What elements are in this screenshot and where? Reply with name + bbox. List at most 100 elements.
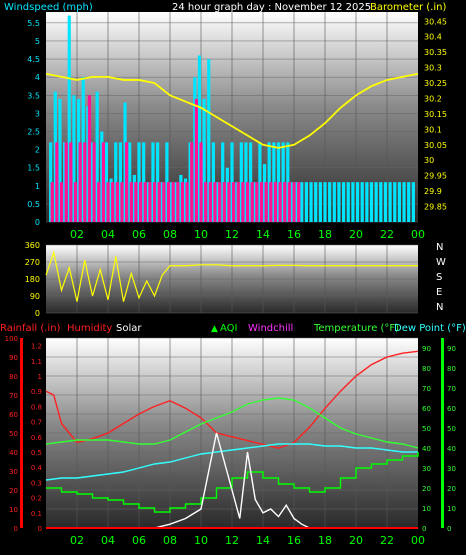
gust-bar — [297, 182, 301, 222]
gust-bar — [83, 142, 87, 222]
humidity-y-tick-label: 100 — [5, 335, 18, 343]
dewpoint-label: Dew Point (°F) — [394, 323, 466, 334]
wind-y-tick-label: 4 — [35, 73, 40, 82]
wind-y-tick-label: 4.5 — [27, 55, 40, 64]
gust-bar — [92, 142, 96, 222]
baro-y-tick-label: 30.4 — [424, 33, 442, 42]
gust-bar — [269, 182, 273, 222]
rain-y-tick-label: 0.7 — [31, 419, 42, 427]
rain-y-tick-label: 1 — [38, 373, 42, 381]
gust-bar — [204, 182, 208, 222]
dew-y-tick-label: 50 — [447, 425, 456, 433]
gust-bar — [166, 182, 171, 222]
windchill-label: Windchill — [248, 323, 293, 334]
windspeed-bar — [67, 15, 71, 222]
gust-bar — [190, 142, 194, 222]
solar-label: Solar — [116, 323, 142, 334]
dir-y-tick-label: 180 — [25, 275, 40, 284]
wind-direction-line — [45, 250, 418, 302]
gust-bar — [213, 182, 217, 222]
rain-y-tick-label: 0.9 — [31, 388, 42, 396]
windspeed-bar — [393, 182, 397, 222]
climate-x-tick-label: 06 — [132, 534, 146, 547]
direction-compass-label: N — [436, 242, 443, 253]
windspeed-bar — [76, 98, 81, 222]
gust-bar — [106, 182, 110, 222]
direction-compass-label: E — [436, 287, 442, 298]
gust-bar — [232, 182, 236, 222]
gust-bar — [245, 182, 250, 222]
humidity-y-tick-label: 20 — [9, 487, 18, 495]
gust-bar — [115, 182, 119, 222]
windspeed-bar — [355, 182, 360, 222]
windspeed-bar — [337, 182, 341, 222]
aqi-prefix-icon: ▲ — [211, 324, 218, 334]
direction-compass-label: N — [436, 302, 443, 313]
wind-x-tick-label: 12 — [225, 228, 239, 241]
windspeed-bar — [197, 55, 202, 223]
rain-y-tick-label: 0.2 — [31, 495, 42, 503]
temp-y-tick-label: 30 — [422, 465, 431, 473]
wind-y-tick-label: 3 — [35, 109, 40, 118]
baro-y-tick-label: 30 — [424, 156, 434, 165]
temp-y-tick-label: 80 — [422, 365, 431, 373]
gust-bar — [73, 182, 78, 222]
humidity-y-tick-label: 30 — [9, 468, 18, 476]
climate-x-tick-label: 10 — [194, 534, 208, 547]
gust-bar — [222, 182, 226, 222]
rainfall-label: Rainfall (.in) — [0, 323, 61, 334]
windspeed-bar — [411, 182, 415, 222]
climate-x-tick-label: 16 — [287, 534, 301, 547]
direction-compass-label: S — [436, 272, 442, 283]
temp-y-tick-label: 20 — [422, 485, 431, 493]
humidity-label: Humidity — [67, 323, 112, 334]
windspeed-bar — [318, 182, 322, 222]
gust-bar — [273, 182, 278, 222]
wind-x-tick-label: 02 — [70, 228, 84, 241]
baro-y-tick-label: 30.15 — [424, 110, 447, 119]
dew-y-tick-label: 10 — [447, 505, 456, 513]
dew-y-tick-label: 20 — [447, 485, 456, 493]
temp-y-tick-label: 10 — [422, 505, 431, 513]
temperature-label: Temperature (°F) — [313, 323, 399, 334]
rain-y-tick-label: 0.1 — [31, 510, 42, 518]
dew-y-tick-label: 60 — [447, 405, 456, 413]
windspeed-bar — [402, 182, 406, 222]
gust-bar — [134, 182, 138, 222]
windspeed-bar — [314, 182, 318, 222]
wind-x-tick-label: 00 — [411, 228, 425, 241]
temp-y-tick-label: 70 — [422, 385, 431, 393]
windspeed-bar — [202, 98, 206, 222]
gust-bar — [162, 182, 166, 222]
gust-bar — [255, 182, 259, 222]
baro-y-tick-label: 30.3 — [424, 64, 442, 73]
windspeed-bar — [342, 182, 346, 222]
windspeed-bar — [95, 91, 99, 222]
wind-y-tick-label: 2 — [35, 146, 40, 155]
climate-x-tick-label: 22 — [380, 534, 394, 547]
rain-y-tick-label: 0 — [38, 525, 42, 533]
windspeed-bar — [123, 102, 127, 222]
dew-y-tick-label: 90 — [447, 345, 456, 353]
humidity-y-tick-label: 90 — [9, 354, 18, 362]
rain-y-tick-label: 1.1 — [31, 358, 42, 366]
barometer-label: Barometer (.in) — [370, 2, 446, 13]
windspeed-bar — [332, 182, 336, 222]
temp-y-tick-label: 90 — [422, 345, 431, 353]
gust-bar — [50, 182, 54, 222]
wind-x-tick-label: 14 — [256, 228, 270, 241]
humidity-y-tick-label: 10 — [9, 506, 18, 514]
wind-y-tick-label: 5 — [35, 37, 40, 46]
gust-bar — [139, 182, 143, 222]
wind-x-tick-label: 06 — [132, 228, 146, 241]
gust-bar — [152, 182, 157, 222]
gust-bar — [143, 182, 147, 222]
gust-bar — [287, 182, 291, 222]
wind-y-tick-label: 1.5 — [27, 164, 40, 173]
temp-y-tick-label: 60 — [422, 405, 431, 413]
windspeed-bar — [100, 131, 104, 222]
gust-bar — [236, 182, 240, 222]
humidity-y-tick-label: 40 — [9, 449, 18, 457]
windspeed-bar — [323, 182, 327, 222]
